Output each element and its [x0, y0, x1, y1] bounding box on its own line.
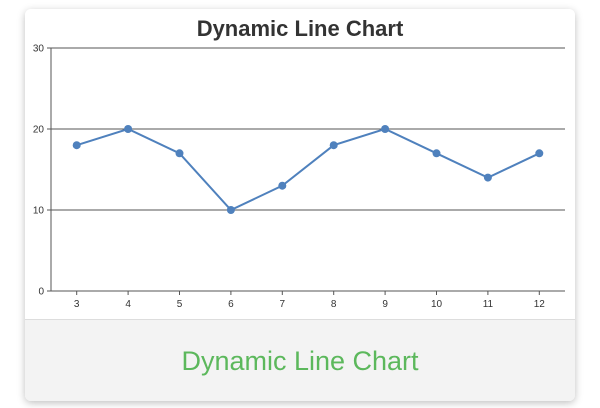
x-tick-label: 12: [534, 299, 546, 310]
chart-grid: [51, 47, 565, 211]
y-tick-label: 0: [38, 287, 44, 298]
x-tick-label: 11: [483, 299, 494, 310]
x-tick-label: 6: [228, 299, 234, 310]
data-point: [329, 141, 338, 150]
data-point: [278, 181, 287, 190]
data-point: [175, 149, 184, 158]
y-tick-label: 20: [33, 125, 45, 136]
line-chart: Dynamic Line Chart 0 10 20 30 3 4 5 6 7 8 9 10 11 12: [33, 16, 565, 310]
data-point: [535, 149, 544, 158]
x-tick-label: 5: [177, 299, 183, 310]
x-tick-label: 3: [74, 299, 80, 310]
data-point: [381, 125, 390, 133]
card-footer: Dynamic Line Chart: [25, 319, 575, 401]
y-axis-ticks: 0 10 20 30: [33, 44, 51, 298]
chart-area: Dynamic Line Chart 0 10 20 30 3 4 5 6 7 8 9 10 11 12: [25, 9, 575, 319]
chart-card: Dynamic Line Chart 0 10 20 30 3 4 5 6 7 8 9 10 11 12…: [25, 9, 575, 401]
series-line: [76, 127, 540, 212]
data-point: [72, 141, 81, 150]
data-point: [124, 125, 133, 133]
chart-title: Dynamic Line Chart: [197, 16, 404, 41]
data-point: [226, 206, 235, 214]
footer-title: Dynamic Line Chart: [181, 345, 419, 376]
data-point: [432, 149, 441, 158]
data-series: [72, 125, 544, 214]
y-tick-label: 30: [33, 44, 45, 55]
x-axis-ticks: 3 4 5 6 7 8 9 10 11 12: [74, 291, 545, 310]
x-tick-label: 7: [280, 299, 286, 310]
x-tick-label: 9: [382, 299, 388, 310]
x-tick-label: 8: [331, 299, 337, 310]
y-tick-label: 10: [33, 206, 45, 217]
chart-axes: [50, 48, 565, 292]
x-tick-label: 10: [431, 299, 443, 310]
data-point: [483, 173, 492, 182]
x-tick-label: 4: [125, 299, 131, 310]
